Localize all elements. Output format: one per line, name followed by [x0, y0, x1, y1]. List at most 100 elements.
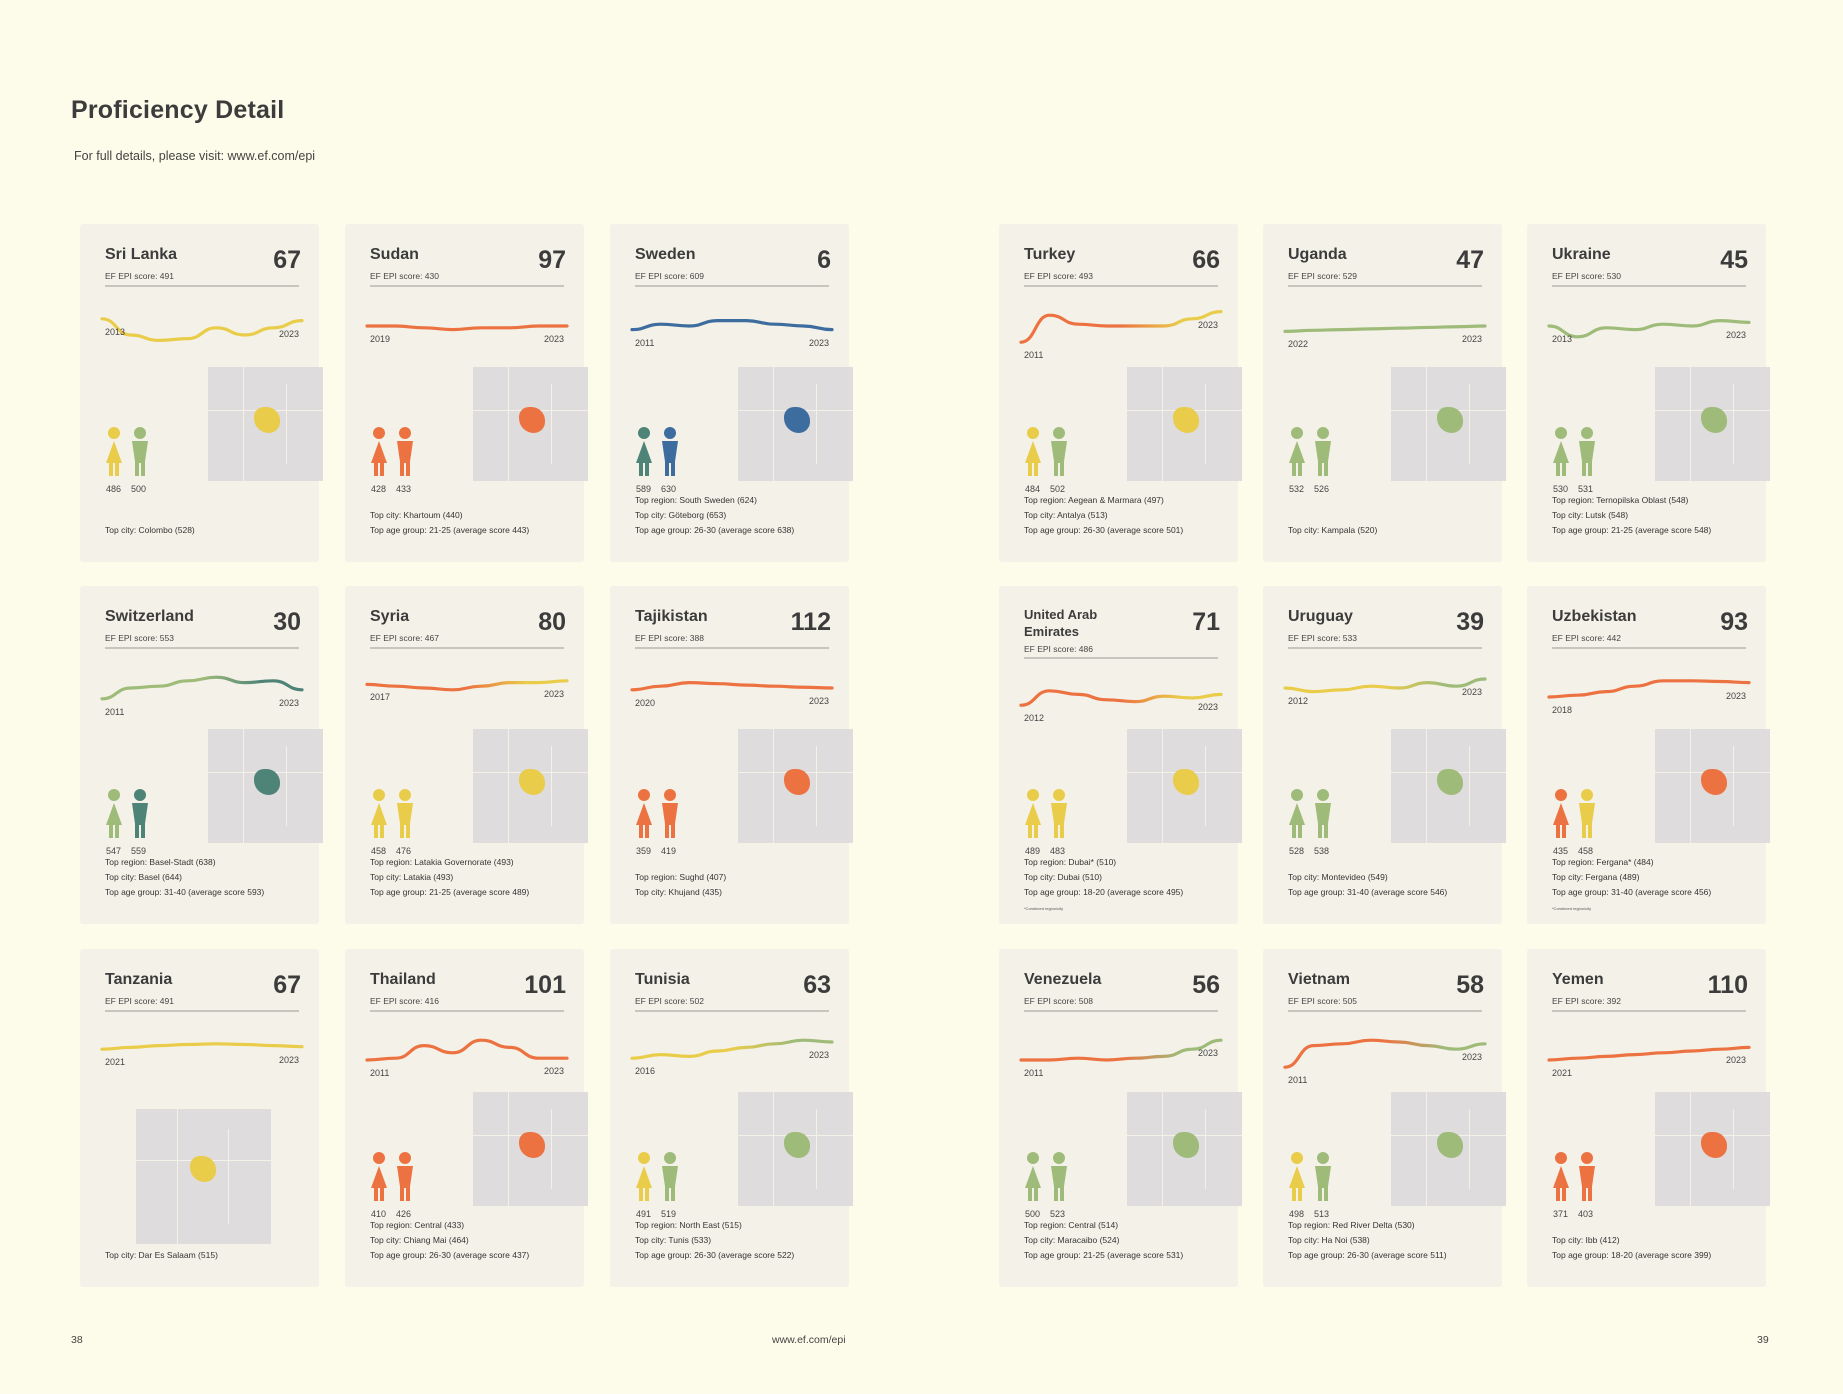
country-card[interactable]: Uzbekistan 93 EF EPI score: 442 2018 2023 435… [1527, 586, 1770, 924]
female-leg [1556, 461, 1560, 476]
female-score: 528 [1289, 846, 1305, 856]
divider [105, 1010, 299, 1012]
fact-line: Top age group: 18-20 (average score 495) [1024, 887, 1184, 897]
country-map [473, 729, 588, 843]
country-facts: Top region: South Sweden (624) Top city: … [635, 493, 794, 538]
epi-score: EF EPI score: 553 [105, 633, 174, 643]
male-figure-icon [1049, 789, 1069, 839]
country-card[interactable]: Yemen 110 EF EPI score: 392 2021 2023 371 403 T… [1527, 949, 1770, 1287]
female-leg [1556, 823, 1560, 838]
country-card[interactable]: United Arab Emirates 71 EF EPI score: 486 2… [999, 586, 1242, 924]
end-year: 2023 [808, 337, 829, 348]
trend-sparkline [100, 317, 304, 343]
male-head [664, 427, 676, 439]
country-map [1127, 1092, 1242, 1206]
country-card[interactable]: Uganda 47 EF EPI score: 529 2022 2023 532 526 T… [1263, 224, 1506, 562]
border-line [1425, 1092, 1427, 1206]
country-card[interactable]: Venezuela 56 EF EPI score: 508 2011 2023 500 5… [999, 949, 1242, 1287]
country-facts: Top region: Central (514) Top city: Marac… [1024, 1218, 1183, 1263]
country-card[interactable]: Vietnam 58 EF EPI score: 505 2011 2023 498 513… [1263, 949, 1506, 1287]
border-line [772, 1092, 774, 1206]
country-card[interactable]: Tunisia 63 EF EPI score: 502 2016 2023 491 519… [610, 949, 853, 1287]
country-card[interactable]: Tanzania 67 EF EPI score: 491 2021 2023 Top c… [80, 949, 319, 1287]
male-leg [1318, 823, 1322, 838]
female-figure-icon [634, 427, 654, 477]
female-leg [380, 823, 384, 838]
country-map [473, 1092, 588, 1206]
female-head [1291, 427, 1303, 439]
highlighted-country [519, 768, 545, 795]
country-card[interactable]: Sri Lanka 67 EF EPI score: 491 2013 2023 486 5… [80, 224, 323, 562]
male-leg [1588, 1186, 1592, 1201]
border-line [1161, 367, 1163, 481]
country-facts: Top region: Red River Delta (530) Top cit… [1288, 1218, 1447, 1263]
end-year: 2023 [1461, 687, 1482, 697]
highlighted-country [519, 1131, 545, 1158]
trend-line [630, 680, 834, 692]
female-body [371, 1166, 387, 1188]
footer-url[interactable]: www.ef.com/epi [772, 1334, 846, 1346]
fact-line: Top region: North East (515) [635, 1220, 742, 1230]
trend-sparkline [100, 1042, 304, 1051]
country-name: Venezuela [1024, 971, 1102, 988]
male-figure-icon [130, 789, 150, 839]
female-score: 500 [1025, 1209, 1041, 1219]
female-figure-icon [1023, 789, 1043, 839]
country-map [473, 367, 588, 481]
male-body [662, 803, 678, 825]
male-figure-icon [660, 789, 680, 839]
border-line [1733, 384, 1735, 464]
trend-sparkline [365, 1038, 569, 1062]
male-body [397, 1166, 413, 1188]
country-card[interactable]: Switzerland 30 EF EPI score: 553 2011 2023 54… [80, 586, 323, 924]
trend-line [1283, 677, 1487, 694]
male-figure-icon [1577, 427, 1597, 477]
country-facts: Top region: Central (433) Top city: Chian… [370, 1218, 529, 1263]
male-head [1053, 427, 1065, 439]
male-leg [671, 461, 675, 476]
divider [635, 1010, 829, 1012]
country-rank: 80 [538, 608, 566, 636]
country-name: United Arab Emirates [1024, 607, 1098, 639]
female-leg [1292, 1186, 1296, 1201]
country-card[interactable]: Ukraine 45 EF EPI score: 530 2013 2023 530 531… [1527, 224, 1770, 562]
country-card[interactable]: Thailand 101 EF EPI score: 416 2011 2023 410 4… [345, 949, 588, 1287]
country-facts: Top region: Basel-Stadt (638) Top city: B… [105, 855, 264, 900]
country-card[interactable]: Sweden 6 EF EPI score: 609 2011 2023 589 630 To… [610, 224, 853, 562]
male-score: 513 [1314, 1209, 1330, 1219]
start-year: 2016 [635, 1066, 656, 1077]
footnote: *Combined region/city [1552, 906, 1592, 911]
end-year: 2023 [278, 697, 299, 708]
country-card[interactable]: Syria 80 EF EPI score: 467 2017 2023 458 476 To… [345, 586, 588, 924]
male-leg [1060, 1186, 1064, 1201]
male-leg [1054, 461, 1058, 476]
male-score: 419 [661, 846, 677, 856]
fact-line: Top city: Colombo (528) [105, 525, 195, 535]
country-card[interactable]: Tajikistan 112 EF EPI score: 388 2020 2023 35… [610, 586, 853, 924]
male-body [132, 803, 148, 825]
country-rank: 66 [1192, 246, 1220, 274]
country-card[interactable]: Sudan 97 EF EPI score: 430 2019 2023 428 433 To… [345, 224, 588, 562]
start-year: 2011 [105, 706, 125, 717]
female-leg [1028, 461, 1032, 476]
male-figure-icon [130, 427, 150, 477]
male-head [134, 789, 146, 801]
country-card[interactable]: Turkey 66 EF EPI score: 493 2011 2023 484 502 T… [999, 224, 1242, 562]
male-figure-icon [1049, 427, 1069, 477]
trend-line [365, 324, 569, 332]
country-map [1127, 729, 1242, 843]
male-score: 519 [661, 1209, 677, 1219]
male-body [1579, 1166, 1595, 1188]
border-line [1469, 1109, 1471, 1189]
epi-score: EF EPI score: 533 [1288, 633, 1357, 643]
country-card[interactable]: Uruguay 39 EF EPI score: 533 2012 2023 528 538… [1263, 586, 1506, 924]
gender-figures [1287, 789, 1342, 841]
male-body [1315, 803, 1331, 825]
country-facts: Top city: Khartoum (440) Top age group: 2… [370, 508, 529, 538]
female-head [1027, 1152, 1039, 1164]
epi-score: EF EPI score: 508 [1024, 996, 1093, 1006]
trend-line [365, 679, 569, 692]
country-name: Thailand [370, 971, 436, 988]
country-name: Sri Lanka [105, 246, 178, 263]
trend-sparkline [630, 319, 834, 332]
